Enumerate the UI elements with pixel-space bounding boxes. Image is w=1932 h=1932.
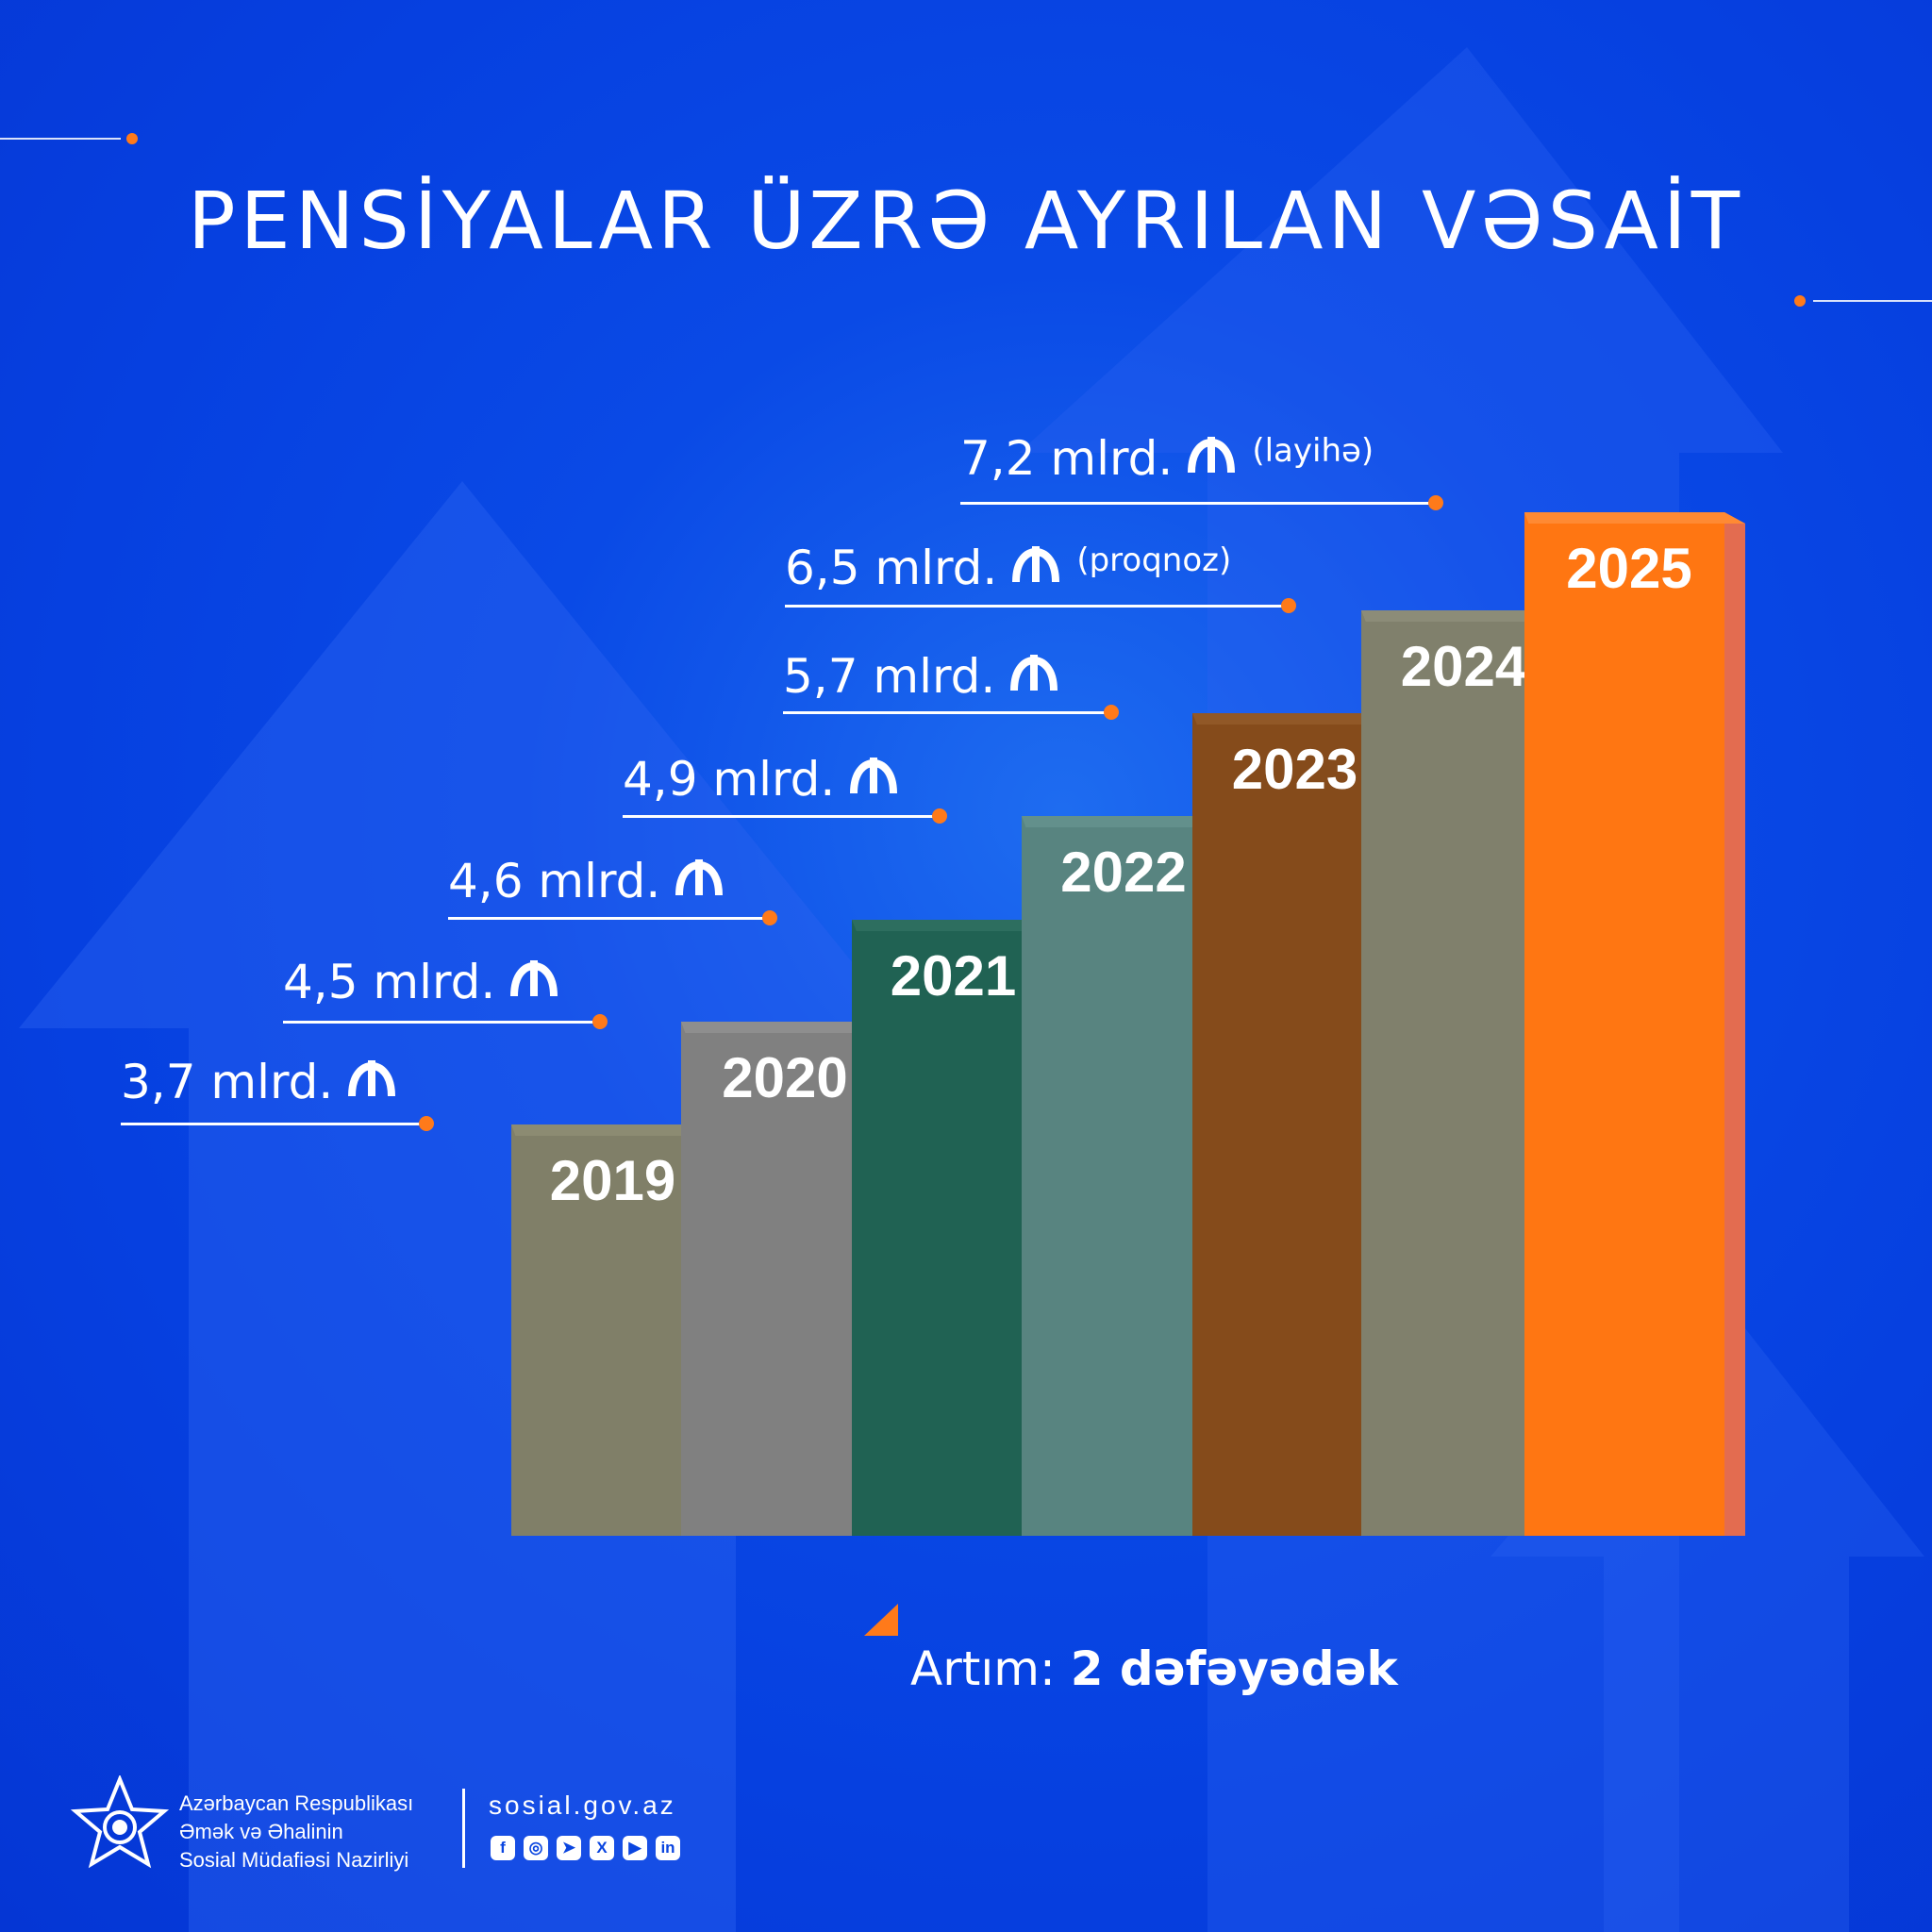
value-text: 4,5 mlrd. <box>283 955 496 1009</box>
value-text: 4,6 mlrd. <box>448 854 661 908</box>
ministry-name: Azərbaycan Respublikası Əmək və Əhalinin… <box>179 1790 413 1874</box>
bar-year-label: 2021 <box>891 944 1016 1008</box>
bar-year-label: 2025 <box>1566 537 1691 600</box>
value-label-2022: 4,9 mlrd. <box>623 752 899 807</box>
leader-dot <box>1428 495 1443 510</box>
website-link[interactable]: sosial.gov.az <box>489 1790 676 1820</box>
leader-dot <box>1281 598 1296 613</box>
linkedin-icon[interactable]: in <box>656 1836 680 1860</box>
value-text: 3,7 mlrd. <box>121 1055 334 1109</box>
leader-line <box>623 815 934 818</box>
value-label-2020: 4,5 mlrd. <box>283 955 559 1009</box>
leader-line <box>783 711 1106 714</box>
bar-year-label: 2024 <box>1401 635 1527 698</box>
bar-front <box>1524 512 1724 1536</box>
bar-side <box>1724 512 1745 1536</box>
manat-sign-icon <box>848 752 899 807</box>
leader-line <box>283 1021 594 1024</box>
bar-top <box>852 920 1068 931</box>
leader-line <box>785 605 1283 608</box>
manat-sign-icon <box>508 955 559 1009</box>
telegram-icon[interactable]: ➤ <box>557 1836 581 1860</box>
bar-top <box>1022 816 1237 827</box>
bar-front <box>1192 713 1388 1536</box>
ministry-name-line2: Əmək və Əhalinin <box>179 1820 343 1843</box>
social-links: f ◎ ➤ X ▶ in <box>491 1836 680 1860</box>
bar-front <box>681 1022 879 1536</box>
value-label-2023: 5,7 mlrd. <box>783 649 1059 704</box>
leader-line <box>121 1123 421 1125</box>
value-text: 6,5 mlrd. <box>785 541 998 595</box>
decorative-dot-right <box>1794 295 1806 307</box>
bar-front <box>511 1124 705 1536</box>
value-label-2025: 7,2 mlrd. (layihə) <box>960 431 1374 486</box>
value-text: 5,7 mlrd. <box>783 649 996 704</box>
value-text: 4,9 mlrd. <box>623 752 836 807</box>
bar-top <box>1524 512 1745 524</box>
x-icon[interactable]: X <box>590 1836 614 1860</box>
bar-top <box>681 1022 900 1033</box>
bar-front <box>1022 816 1216 1536</box>
manat-sign-icon <box>1010 541 1061 595</box>
bar-front <box>1361 610 1557 1536</box>
ministry-logo-icon <box>70 1775 170 1869</box>
manat-sign-icon <box>1186 431 1237 486</box>
value-label-2024: 6,5 mlrd. (proqnoz) <box>785 541 1231 595</box>
bar-top <box>511 1124 725 1136</box>
bar-year-label: 2023 <box>1232 738 1357 801</box>
value-label-2019: 3,7 mlrd. <box>121 1055 397 1109</box>
page-title: PENSİYALAR ÜZRƏ AYRILAN VƏSAİT <box>187 175 1745 267</box>
leader-dot <box>762 910 777 925</box>
value-note: (layihə) <box>1252 432 1374 470</box>
youtube-icon[interactable]: ▶ <box>623 1836 647 1860</box>
bar-front <box>852 920 1045 1536</box>
growth-note: Artım: 2 dəfəyədək <box>910 1641 1398 1696</box>
bar-top <box>1192 713 1410 724</box>
manat-sign-icon <box>674 854 724 908</box>
ministry-name-line1: Azərbaycan Respublikası <box>179 1791 414 1815</box>
value-label-2021: 4,6 mlrd. <box>448 854 724 908</box>
leader-dot <box>419 1116 434 1131</box>
leader-line <box>960 502 1430 505</box>
instagram-icon[interactable]: ◎ <box>524 1836 548 1860</box>
value-text: 7,2 mlrd. <box>960 431 1174 486</box>
growth-value: 2 dəfəyədək <box>1070 1641 1398 1696</box>
leader-dot <box>592 1014 608 1029</box>
orange-corner-mark <box>864 1604 898 1636</box>
manat-sign-icon <box>1008 649 1059 704</box>
decorative-dot-left <box>126 133 138 144</box>
bar-year-label: 2022 <box>1060 841 1186 904</box>
value-note: (proqnoz) <box>1076 541 1232 579</box>
leader-dot <box>932 808 947 824</box>
bar-2025: 2025 <box>1524 512 1745 1536</box>
bar-year-label: 2019 <box>550 1149 675 1212</box>
bar-year-label: 2020 <box>722 1046 847 1109</box>
manat-sign-icon <box>346 1055 397 1109</box>
footer-divider <box>462 1789 465 1868</box>
growth-label: Artım: <box>910 1641 1056 1696</box>
leader-line <box>448 917 764 920</box>
decorative-line-left <box>0 138 121 140</box>
ministry-name-line3: Sosial Müdafiəsi Nazirliyi <box>179 1848 409 1872</box>
leader-dot <box>1104 705 1119 720</box>
facebook-icon[interactable]: f <box>491 1836 515 1860</box>
decorative-line-right <box>1813 300 1932 302</box>
